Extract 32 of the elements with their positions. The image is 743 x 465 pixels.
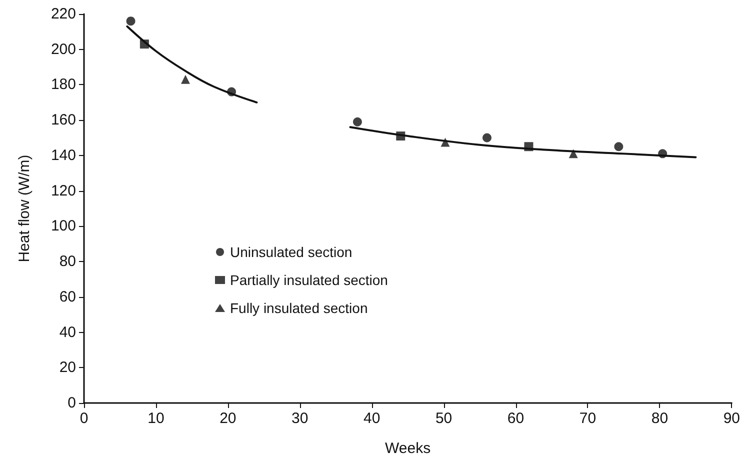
x-tick-label: 0 [80,410,88,427]
point [352,117,362,126]
y-tick-label: 220 [50,6,76,22]
point [126,16,136,26]
y-tick-label: 160 [50,112,76,129]
x-tick-label: 30 [292,410,308,427]
point [614,142,624,152]
y-axis-title: Heat flow (W/m) [16,154,33,262]
point [180,74,190,84]
x-tick-label: 20 [220,410,236,427]
y-tick-label: 80 [59,253,76,270]
legend-label: Partially insulated section [230,272,388,288]
y-tick-label: 60 [59,288,76,306]
x-tick-label: 90 [723,410,740,427]
y-tick-label: 20 [59,359,76,376]
legend-label: Uninsulated section [230,244,352,260]
point [482,133,492,142]
y-tick-label: 0 [68,394,76,412]
y-tick-label: 180 [50,76,76,94]
y-tick-label: 40 [59,324,76,341]
y-tick-label: 140 [50,146,76,164]
legend-label: Fully insulated section [230,300,368,316]
x-tick-label: 50 [435,410,452,427]
y-tick-label: 100 [50,218,76,235]
x-tick-label: 60 [507,410,524,427]
x-tick-label: 10 [148,410,164,427]
x-tick-label: 70 [579,410,596,427]
y-tick-label: 200 [50,40,76,58]
y-tick-label: 120 [50,182,76,200]
x-tick-label: 40 [364,410,380,427]
x-axis-title: Weeks [385,440,431,457]
x-tick-label: 80 [651,410,668,427]
